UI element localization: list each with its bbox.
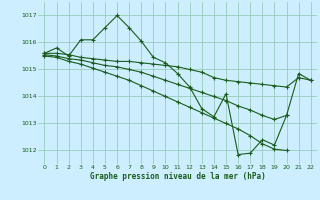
X-axis label: Graphe pression niveau de la mer (hPa): Graphe pression niveau de la mer (hPa)	[90, 172, 266, 181]
